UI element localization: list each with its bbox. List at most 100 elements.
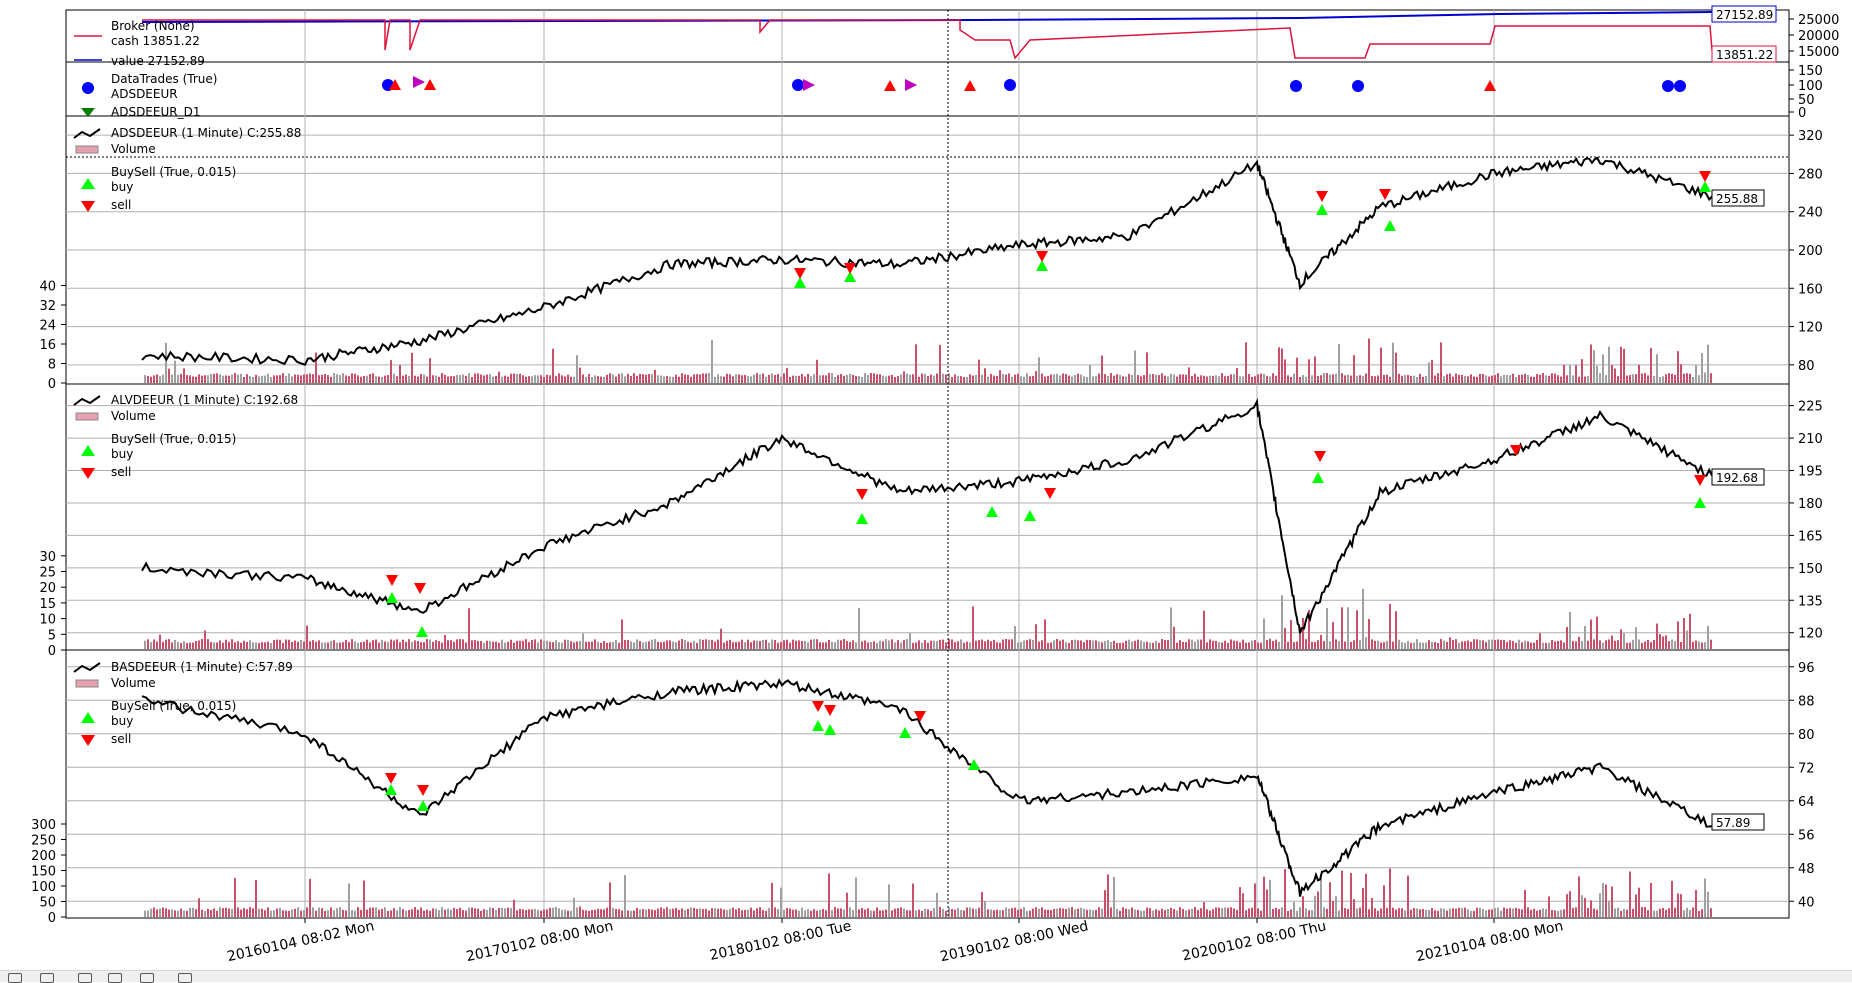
- volume-bar: [1581, 641, 1583, 649]
- volume-bar: [1314, 641, 1316, 649]
- volume-bar: [396, 639, 398, 649]
- volume-bar: [402, 375, 404, 383]
- volume-bar: [873, 641, 875, 649]
- volume-bar: [1206, 909, 1208, 917]
- volume-bar: [1125, 376, 1127, 383]
- volume-bar: [1080, 374, 1082, 383]
- volume-bar: [309, 641, 311, 649]
- volume-bar: [942, 908, 944, 917]
- volume-bar: [1050, 642, 1052, 649]
- volume-bar: [756, 908, 758, 917]
- volume-bar: [1608, 639, 1610, 649]
- price-line-1: [141, 397, 1713, 634]
- volume-bar: [270, 642, 272, 649]
- volume-bar: [1377, 910, 1379, 917]
- volume-bar: [1509, 640, 1511, 649]
- back-icon[interactable]: [40, 973, 54, 983]
- volume-bar: [168, 639, 170, 649]
- volume-bar: [1473, 376, 1475, 383]
- volume-bar: [354, 641, 356, 649]
- volume-bar: [1629, 871, 1631, 917]
- volume-bar: [1626, 642, 1628, 649]
- volume-bar: [1161, 639, 1163, 649]
- volume-bar: [462, 910, 464, 917]
- volume-bar: [594, 639, 596, 649]
- volume-bar: [987, 376, 989, 383]
- volume-bar: [948, 907, 950, 917]
- sell-marker-0-3: [1316, 191, 1328, 202]
- volume-bar: [489, 374, 491, 383]
- volume-bar: [426, 376, 428, 383]
- volume-bar: [1383, 642, 1385, 649]
- volume-bar: [441, 373, 443, 383]
- volume-bar: [555, 640, 557, 649]
- volume-bar: [606, 374, 608, 383]
- volume-bar: [522, 909, 524, 917]
- volume-bar: [729, 639, 731, 649]
- volume-bar: [762, 910, 764, 917]
- volume-bar: [1434, 375, 1436, 383]
- volume-bar: [672, 641, 674, 649]
- volume-bar: [954, 909, 956, 917]
- volume-bar: [333, 640, 335, 649]
- volume-bar: [1275, 639, 1277, 649]
- volume-bar: [1602, 354, 1604, 383]
- volume-bar: [381, 639, 383, 649]
- volume-bar: [945, 374, 947, 383]
- volume-bar: [528, 642, 530, 649]
- volume-bar: [1008, 908, 1010, 917]
- volume-bar: [414, 640, 416, 649]
- volume-bar: [474, 908, 476, 917]
- volume-bar: [552, 642, 554, 649]
- volume-bar: [870, 373, 872, 383]
- volume-bar: [144, 640, 146, 649]
- volume-bar: [303, 910, 305, 917]
- volume-bar: [825, 375, 827, 383]
- volume-bar: [1464, 907, 1466, 917]
- volume-bar: [624, 875, 626, 917]
- volume-bar: [1485, 642, 1487, 649]
- zoom-icon[interactable]: [108, 973, 122, 983]
- volume-bar: [1437, 910, 1439, 917]
- trades-right-tick: 100: [1798, 79, 1823, 94]
- configure-icon[interactable]: [140, 973, 154, 983]
- volume-bar: [240, 373, 242, 383]
- volume-bar: [1122, 642, 1124, 649]
- volume-bar: [717, 639, 719, 649]
- volume-bar: [1647, 639, 1649, 649]
- volume-bar: [522, 640, 524, 649]
- volume-bar: [165, 639, 167, 649]
- volume-bar: [882, 910, 884, 917]
- volume-bar: [1497, 373, 1499, 383]
- volume-bar: [501, 907, 503, 917]
- volume-bar: [1401, 642, 1403, 649]
- volume-bar: [1701, 352, 1703, 383]
- sell-marker-1-0: [386, 575, 398, 586]
- volume-bar: [1101, 355, 1103, 383]
- volume-bar: [768, 907, 770, 917]
- volume-bar: [597, 641, 599, 649]
- legend-legend_sell: sell: [111, 198, 131, 212]
- pan-icon[interactable]: [78, 973, 92, 983]
- volume-bar: [1521, 642, 1523, 649]
- volume-bar: [612, 374, 614, 383]
- volume-bar: [1479, 907, 1481, 917]
- volume-bar: [1410, 642, 1412, 649]
- volume-bar: [1062, 639, 1064, 649]
- save-icon[interactable]: [178, 973, 192, 983]
- volume-bar: [672, 908, 674, 917]
- volume-bar: [1197, 639, 1199, 649]
- home-icon[interactable]: [8, 973, 22, 983]
- volume-bar: [147, 376, 149, 383]
- volume-bar: [1290, 376, 1292, 383]
- volume-bar: [885, 376, 887, 383]
- volume-bar: [357, 907, 359, 917]
- volume-bar: [513, 899, 515, 917]
- volume-bar: [1323, 641, 1325, 649]
- volume-bar: [282, 373, 284, 383]
- volume-bar: [1002, 639, 1004, 649]
- volume-bar: [900, 374, 902, 383]
- volume-bar: [924, 908, 926, 917]
- volume-bar: [975, 640, 977, 649]
- volume-bar: [1017, 909, 1019, 917]
